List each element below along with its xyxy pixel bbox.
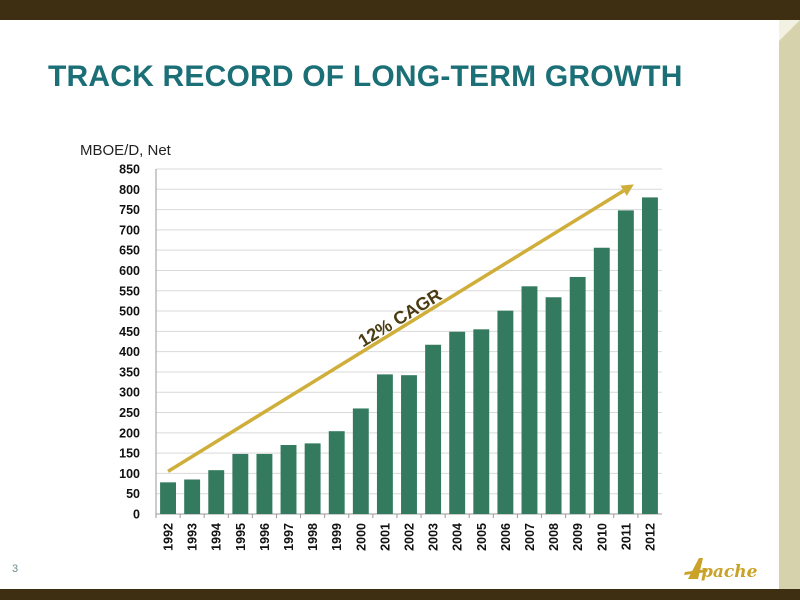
apache-logo: pache [684,556,762,582]
top-frame-bar [0,0,800,20]
x-tick-label: 2004 [451,523,465,551]
x-tick-label: 2008 [547,523,561,551]
x-tick-label: 2010 [595,523,609,551]
y-tick-label: 150 [119,447,140,461]
bar [545,297,562,514]
x-tick-label: 1994 [210,523,224,551]
x-tick-label: 2003 [427,523,441,551]
bar [569,276,586,514]
y-tick-label: 750 [119,203,140,217]
bar [425,344,442,514]
x-tick-label: 2002 [403,523,417,551]
y-tick-label: 300 [119,386,140,400]
x-tick-label: 1993 [186,523,200,551]
bar [497,310,514,514]
y-tick-label: 850 [119,163,140,177]
bar [232,453,249,514]
bar [304,443,321,514]
bar [376,374,393,514]
bar [352,408,369,514]
y-tick-label: 200 [119,426,140,440]
x-tick-label: 1999 [330,523,344,551]
y-tick-label: 600 [119,264,140,278]
bar [328,431,345,514]
x-tick-label: 2011 [619,523,633,550]
bar [280,445,297,514]
page-number: 3 [12,563,19,575]
page-title: TRACK RECORD OF LONG-TERM GROWTH [48,60,683,93]
y-tick-label: 250 [119,406,140,420]
x-tick-label: 2007 [523,523,537,551]
bar [208,470,225,514]
bar [256,453,273,514]
x-tick-label: 1995 [234,523,248,551]
bar [521,286,538,514]
y-axis-label: MBOE/D, Net [80,142,171,159]
x-tick-label: 2000 [354,523,368,551]
y-tick-label: 700 [119,223,140,237]
x-tick-label: 1997 [282,523,296,551]
bar [642,197,658,515]
x-tick-label: 2006 [499,523,513,551]
y-tick-label: 0 [133,508,140,522]
y-tick-label: 350 [119,365,140,379]
y-tick-label: 400 [119,345,140,359]
y-tick-label: 450 [119,325,140,339]
bar [473,329,490,514]
bar [184,479,201,514]
bar [449,331,466,514]
y-tick-label: 50 [126,487,140,501]
y-tick-label: 100 [119,467,140,481]
x-tick-label: 2005 [475,523,489,551]
cagr-arrow-head [620,184,634,196]
x-tick-label: 1996 [258,523,272,551]
x-tick-label: 2012 [643,523,657,551]
cagr-annotation-label: 12% CAGR [355,285,446,351]
svg-text:pache: pache [701,562,758,582]
bottom-frame-bar [0,589,800,600]
side-decor-panel [779,20,800,589]
x-tick-label: 2009 [571,523,585,551]
bar [593,247,610,514]
cagr-arrow-line [167,189,625,473]
y-tick-label: 800 [119,183,140,197]
side-decor-notch [779,20,800,41]
bar [401,375,417,514]
y-tick-label: 650 [119,244,140,258]
y-tick-label: 500 [119,305,140,319]
bar [617,210,634,514]
x-tick-label: 2001 [378,523,392,551]
x-tick-label: 1992 [162,523,176,551]
y-tick-label: 550 [119,284,140,298]
bar [160,482,176,514]
x-tick-label: 1998 [306,523,320,551]
